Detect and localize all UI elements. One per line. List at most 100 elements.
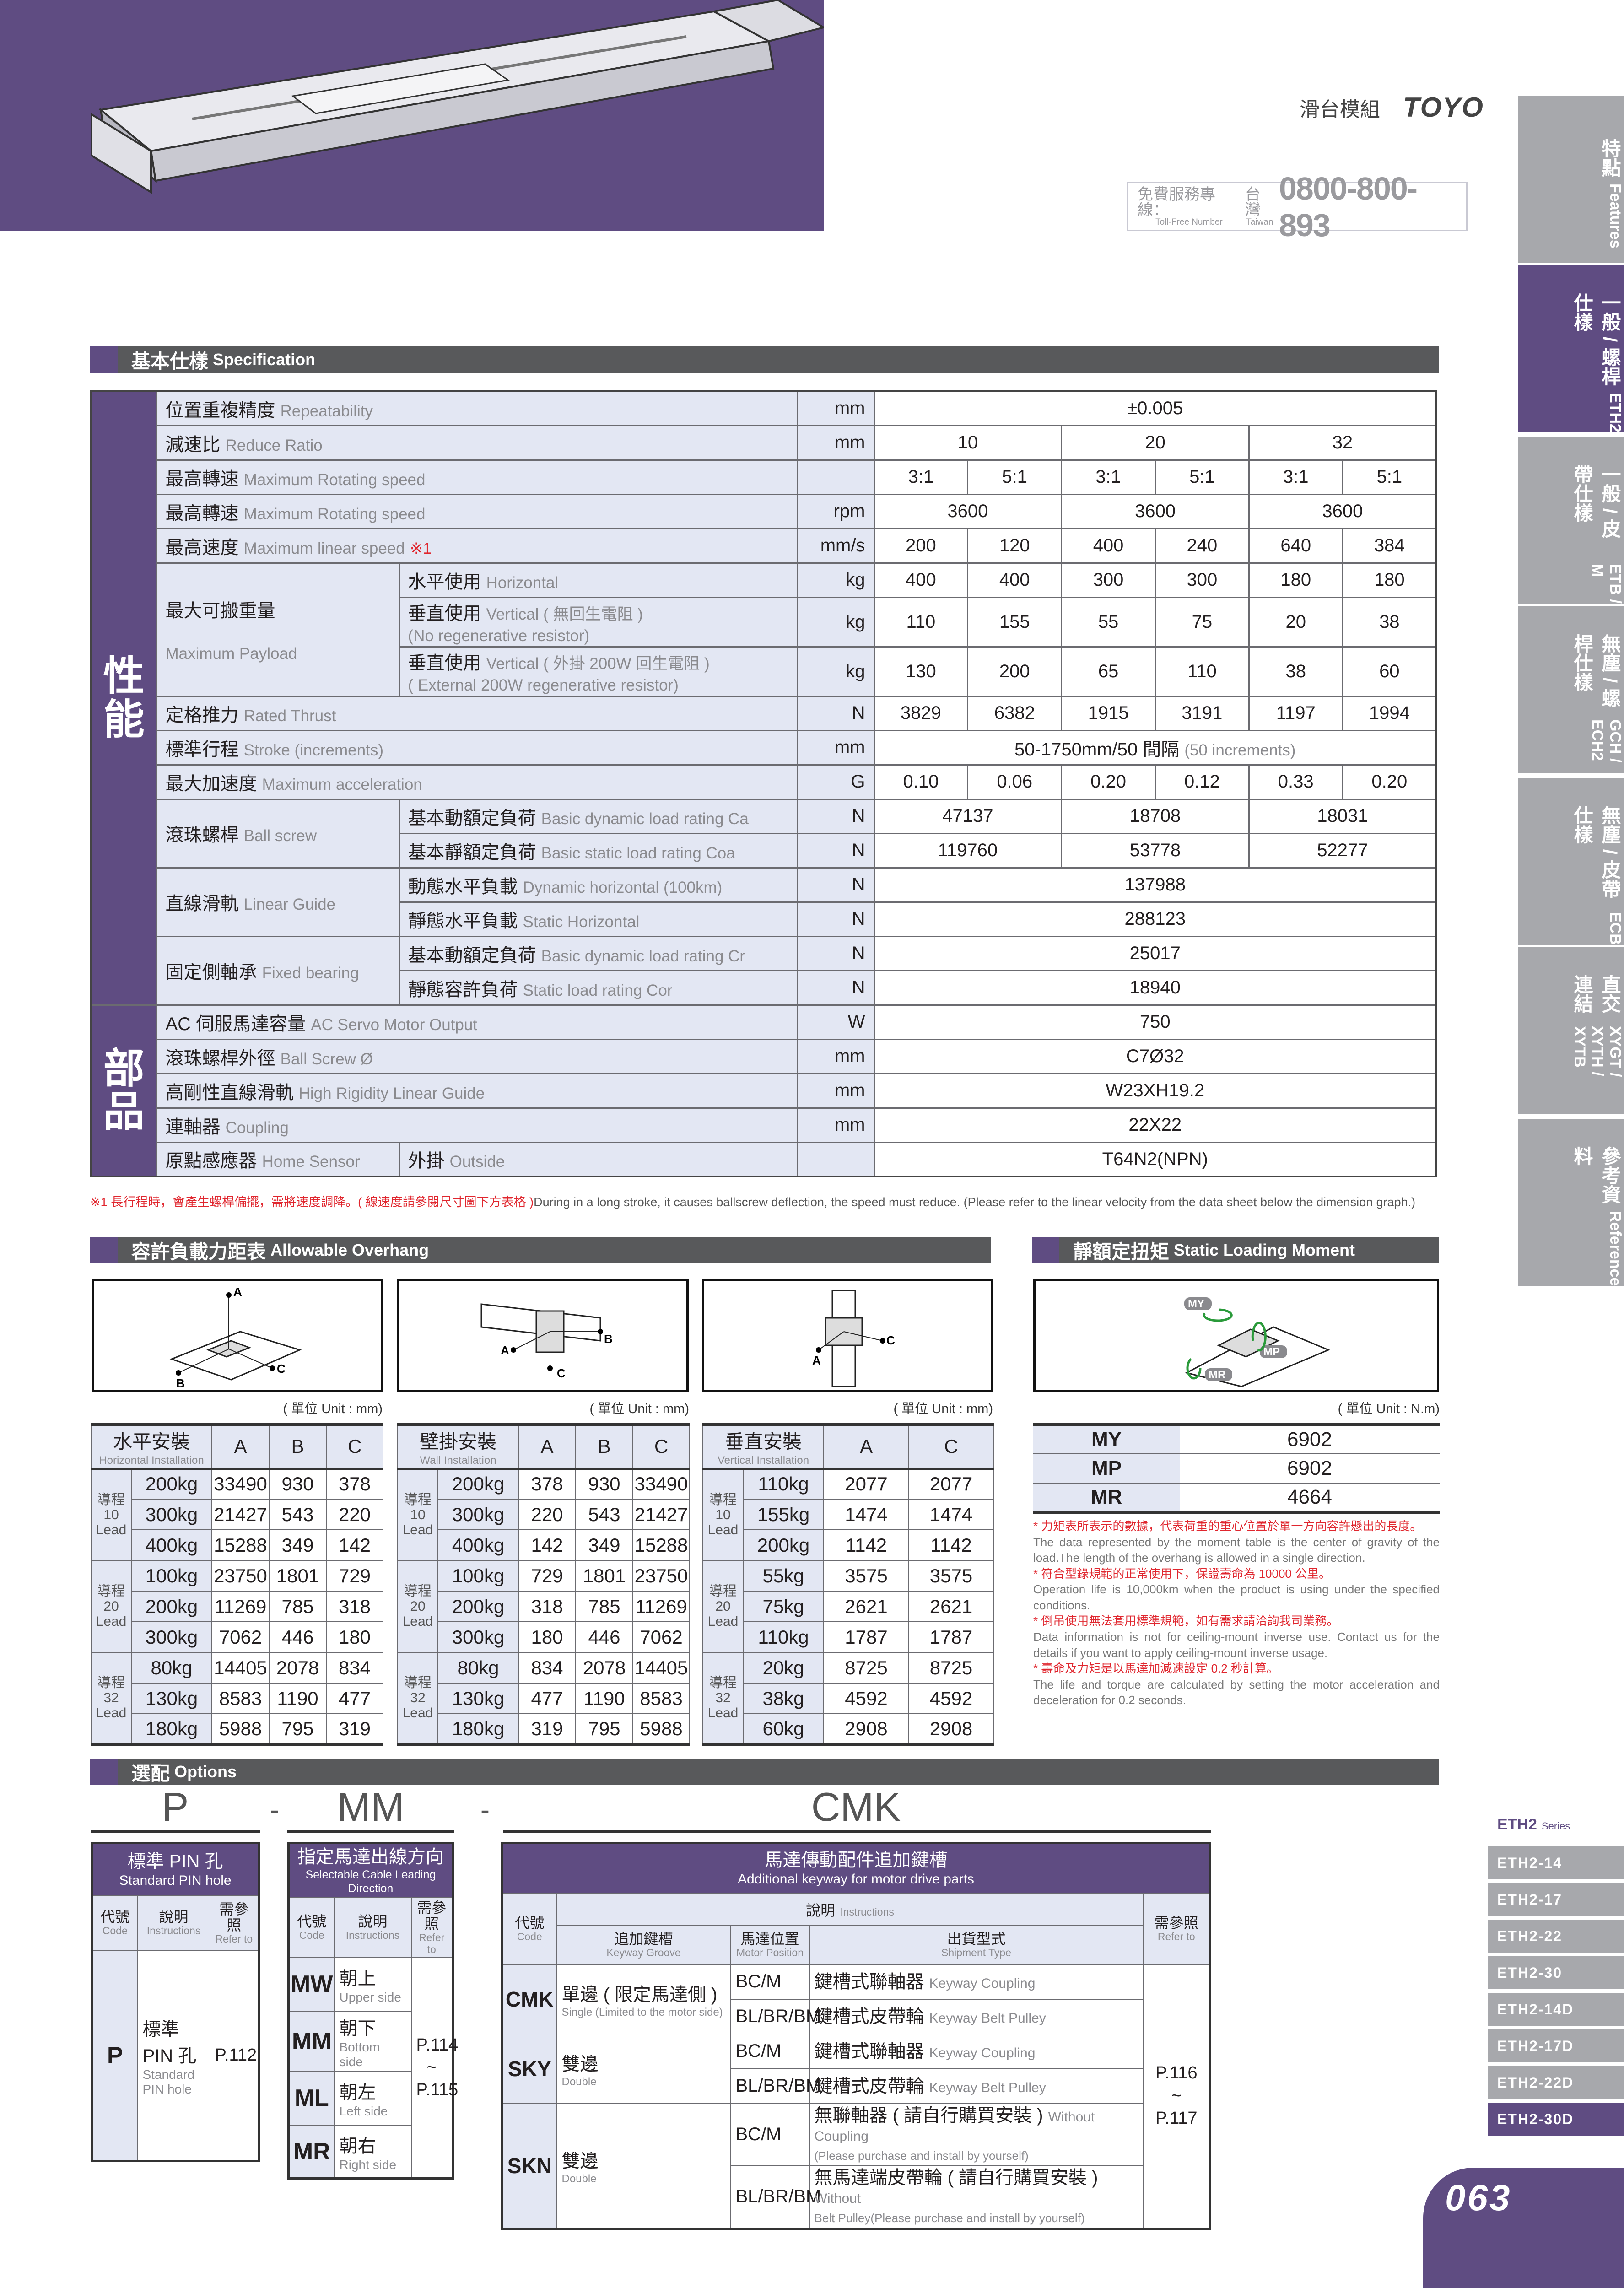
overhang-cell: 795 xyxy=(269,1713,327,1745)
series-item[interactable]: ETH2-17 xyxy=(1488,1883,1624,1916)
series-item[interactable]: ETH2-30D xyxy=(1488,2103,1624,2136)
series-item[interactable]: ETH2-30 xyxy=(1488,1956,1624,1989)
lead-en: Lead xyxy=(707,1614,739,1629)
value-text: 288123 xyxy=(1124,909,1186,929)
option-refer: P.114 ~ P.115 xyxy=(410,1957,458,2179)
overhang-cell: 300kg xyxy=(130,1621,213,1653)
desc-en: Right side xyxy=(339,2157,397,2172)
overhang-table: 垂直安裝 Vertical Installation A C 導程 10 Lead 110kg… xyxy=(702,1423,994,1746)
shipment-type: 鍵槽式聯軸器 Keyway Coupling xyxy=(809,2033,1144,2069)
ship-en-2: Belt Pulley(Please purchase and install … xyxy=(814,2211,1085,2225)
spec-row: 垂直使用 Vertical ( 無回生電阻 ) (No regenerative … xyxy=(91,596,1437,648)
side-tab[interactable]: 直交連結 XYGT / XYTH / XYTB xyxy=(1518,947,1624,1114)
spec-value: 0.06 xyxy=(967,764,1063,800)
refer-line: ~ xyxy=(1171,2086,1182,2105)
spec-value: 3600 xyxy=(1248,493,1437,529)
spec-unit: kg xyxy=(796,646,875,697)
keyway-row: BL/BR/BM 鍵槽式皮帶輪 Keyway Belt Pulley xyxy=(502,2068,1210,2104)
series-item[interactable]: ETH2-22D xyxy=(1488,2066,1624,2099)
value-text: 400 xyxy=(906,570,936,590)
side-tab[interactable]: 無塵 / 皮帶仕樣 ECB xyxy=(1518,778,1624,945)
spec-value: C7Ø32 xyxy=(873,1038,1437,1074)
spec-group-label: 滾珠螺桿 Ball screw xyxy=(156,798,400,869)
overhang-cell: 11269 xyxy=(632,1591,691,1622)
overhang-cell: 1142 xyxy=(823,1529,910,1561)
overhang-row: 180kg 5988 795 319 xyxy=(91,1713,384,1745)
lead-value: 32 xyxy=(715,1690,731,1705)
label-zh: 標準行程 xyxy=(165,739,239,760)
category-title: 滑台模組 xyxy=(1300,98,1380,121)
overhang-cell: 4592 xyxy=(823,1683,910,1714)
moment-value: 4664 xyxy=(1180,1483,1440,1513)
value-text: 110 xyxy=(1187,661,1217,681)
desc-zh: 朝下 xyxy=(339,2018,376,2039)
side-tab[interactable]: 一般 / 螺桿仕樣 ETH2 xyxy=(1518,265,1624,432)
overhang-cell: 110kg xyxy=(742,1621,825,1653)
series-name: ETH2 xyxy=(1497,1816,1537,1833)
side-tab-code: GCH / ECH2 xyxy=(1589,719,1624,763)
label-en: Maximum acceleration xyxy=(262,775,422,793)
desc-zh: 朝上 xyxy=(339,1969,376,1989)
note-mark: ※1 xyxy=(410,540,432,557)
overhang-cell: 543 xyxy=(269,1499,327,1530)
spec-label: 位置重複精度 Repeatability xyxy=(156,390,798,426)
lead-en: Lead xyxy=(707,1522,739,1538)
ship-zh: 無聯軸器 ( 請自行購買安裝 ) xyxy=(814,2105,1043,2126)
spec-value: 240 xyxy=(1154,528,1250,564)
spec-value: 137988 xyxy=(873,867,1437,903)
spec-value: 119760 xyxy=(873,832,1063,869)
overhang-cell: 8583 xyxy=(211,1683,270,1714)
label-en-2: ( External 200W regenerative resistor) xyxy=(408,676,679,694)
sub-zh: 外掛 xyxy=(408,1151,445,1171)
group-zh: 固定側軸承 xyxy=(165,962,257,982)
spec-value: ±0.005 xyxy=(873,390,1437,426)
overhang-cell: 142 xyxy=(326,1529,384,1561)
value-text: 53778 xyxy=(1129,840,1181,860)
install-en: Horizontal Installation xyxy=(99,1454,204,1467)
overhang-cell: 8583 xyxy=(632,1683,691,1714)
label-b: B xyxy=(176,1376,185,1390)
value-text: 0.20 xyxy=(1090,772,1126,792)
option-desc: 朝上 Upper side xyxy=(334,1957,412,2012)
section-title: 基本仕樣 xyxy=(131,350,209,372)
series-item[interactable]: ETH2-17D xyxy=(1488,2029,1624,2062)
spec-value: 55 xyxy=(1061,596,1156,648)
label-en: Vertical ( 無回生電阻 ) xyxy=(486,605,643,623)
series-item[interactable]: ETH2-14D xyxy=(1488,1993,1624,2026)
col-motor-pos: 馬達位置 xyxy=(740,1930,799,1947)
value-text: 0.20 xyxy=(1371,772,1408,792)
install-type: 壁掛安裝 Wall Installation xyxy=(397,1424,519,1470)
lead-cell: 導程 10 Lead xyxy=(702,1468,744,1561)
side-tab[interactable]: 一般 / 皮帶仕樣 ETB / M xyxy=(1518,437,1624,604)
series-item[interactable]: ETH2-22 xyxy=(1488,1920,1624,1953)
spec-unit: N xyxy=(796,867,875,903)
column-header: A xyxy=(518,1424,577,1470)
overhang-table: 水平安裝 Horizontal Installation A B C 導程 10 Lead 20… xyxy=(90,1423,384,1746)
groove-desc: 雙邊 Double xyxy=(556,2103,731,2229)
shipment-type: 鍵槽式皮帶輪 Keyway Belt Pulley xyxy=(809,2068,1144,2104)
overhang-body: 導程 10 Lead 200kg 378 930 33490 300kg 220 543 21427… xyxy=(397,1468,691,1745)
label-zh: 最高轉速 xyxy=(165,469,239,489)
side-tab[interactable]: 特點 Features xyxy=(1518,96,1624,263)
group-en: Linear Guide xyxy=(243,896,336,913)
overhang-cell: 180 xyxy=(518,1621,577,1653)
phone-region: 台灣 xyxy=(1245,186,1261,219)
lead-cell: 導程 32 Lead xyxy=(397,1652,438,1745)
side-tab-label: 一般 / 皮帶仕樣 xyxy=(1571,464,1621,539)
label-zh: 原點感應器 xyxy=(165,1151,257,1171)
value-text: 52277 xyxy=(1317,840,1368,860)
side-tab[interactable]: 無塵 / 螺桿仕樣 GCH / ECH2 xyxy=(1518,606,1624,773)
overhang-cell: 795 xyxy=(575,1713,634,1745)
overhang-cell: 318 xyxy=(518,1591,577,1622)
overhang-body: 導程 10 Lead 110kg 2077 2077 155kg 1474 1474 200kg 1… xyxy=(702,1468,994,1745)
value-text: 384 xyxy=(1374,535,1405,556)
spec-value: 3829 xyxy=(873,695,969,731)
section-title: 容許負載力距表 xyxy=(131,1241,266,1263)
note-zh: * 壽命及力矩是以馬達加減速設定 0.2 秒計算。 xyxy=(1033,1662,1279,1676)
label-en: Ball Screw Ø xyxy=(280,1050,373,1068)
side-tab[interactable]: 參考資料 Reference xyxy=(1518,1119,1624,1286)
overhang-unit: ( 單位 Unit : mm) xyxy=(283,1402,383,1416)
label-en: Horizontal xyxy=(486,573,559,592)
series-item[interactable]: ETH2-14 xyxy=(1488,1846,1624,1879)
overhang-row: 導程 32 Lead 20kg 8725 8725 xyxy=(702,1652,994,1745)
